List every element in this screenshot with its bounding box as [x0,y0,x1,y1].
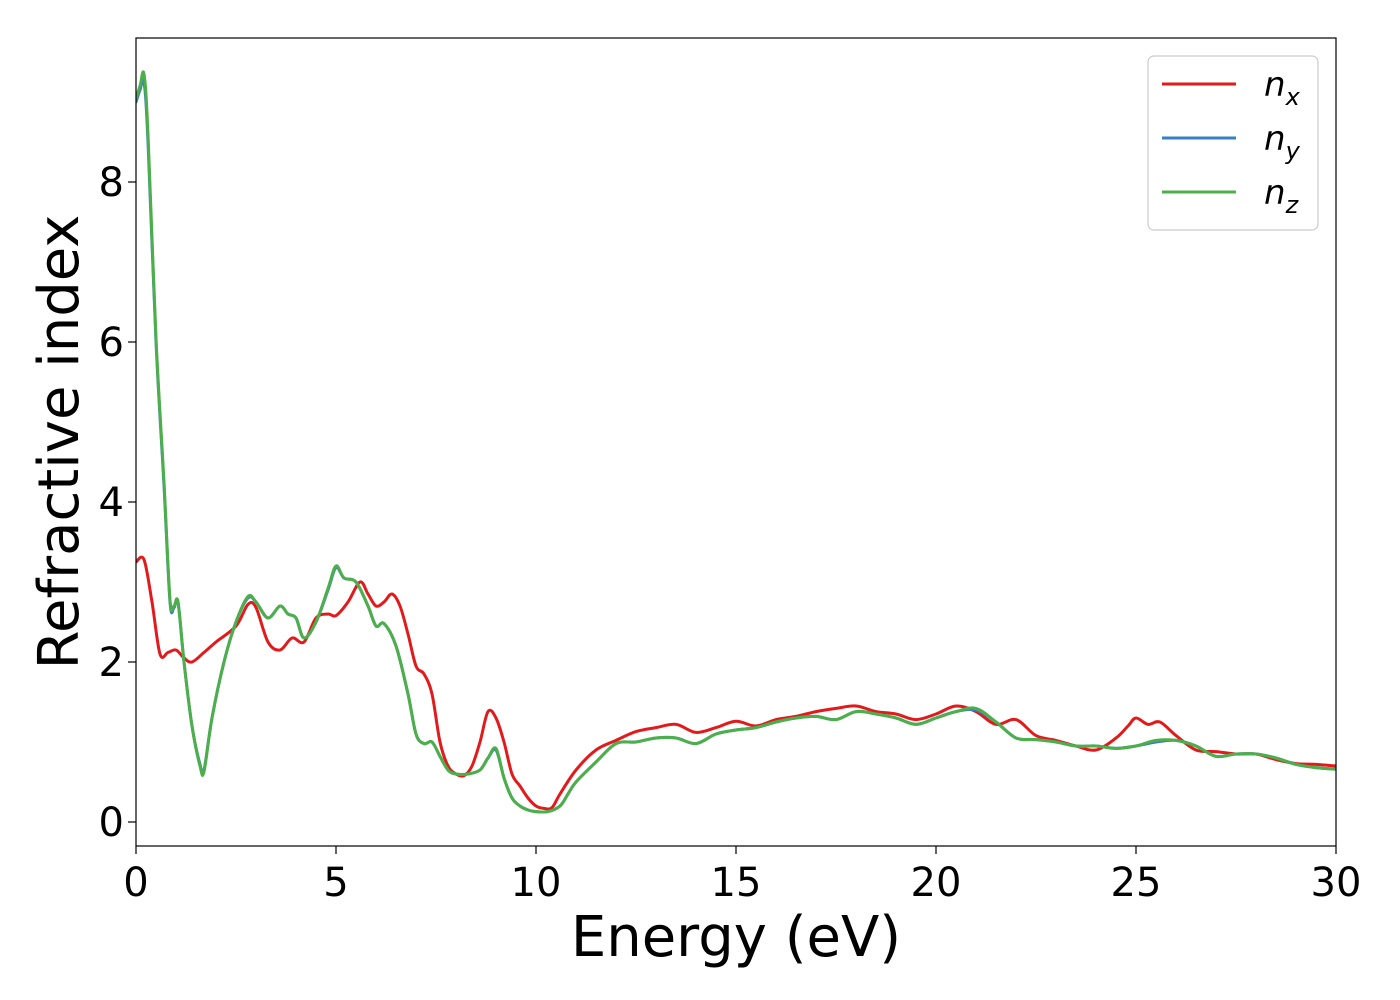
x-tick-label: 5 [323,860,348,906]
y-tick-label: 2 [99,640,124,686]
legend-label-nz: nz [1264,173,1300,219]
ticks-layer: 0 5 10 15 20 25 30 0 2 4 6 8 [99,160,1362,906]
y-tick-label: 8 [99,160,124,206]
x-axis-label: Energy (eV) [571,905,901,970]
y-tick-label: 0 [99,800,124,846]
x-tick-label: 0 [123,860,148,906]
x-tick-label: 25 [1111,860,1162,906]
legend-box [1147,55,1319,231]
legend-label-ny: ny [1264,119,1301,165]
series-line-nz [136,70,1336,814]
x-tick-label: 10 [511,860,562,906]
y-tick-label: 6 [99,320,124,366]
legend: nx ny nz [1147,55,1319,231]
series-layer [136,70,1336,814]
x-tick-label: 30 [1311,860,1362,906]
legend-label-nx: nx [1264,65,1301,111]
x-tick-label: 20 [911,860,962,906]
y-axis-label: Refractive index [27,215,92,670]
x-tick-label: 15 [711,860,762,906]
series-line-nx [136,555,1336,811]
y-tick-label: 4 [99,480,124,526]
